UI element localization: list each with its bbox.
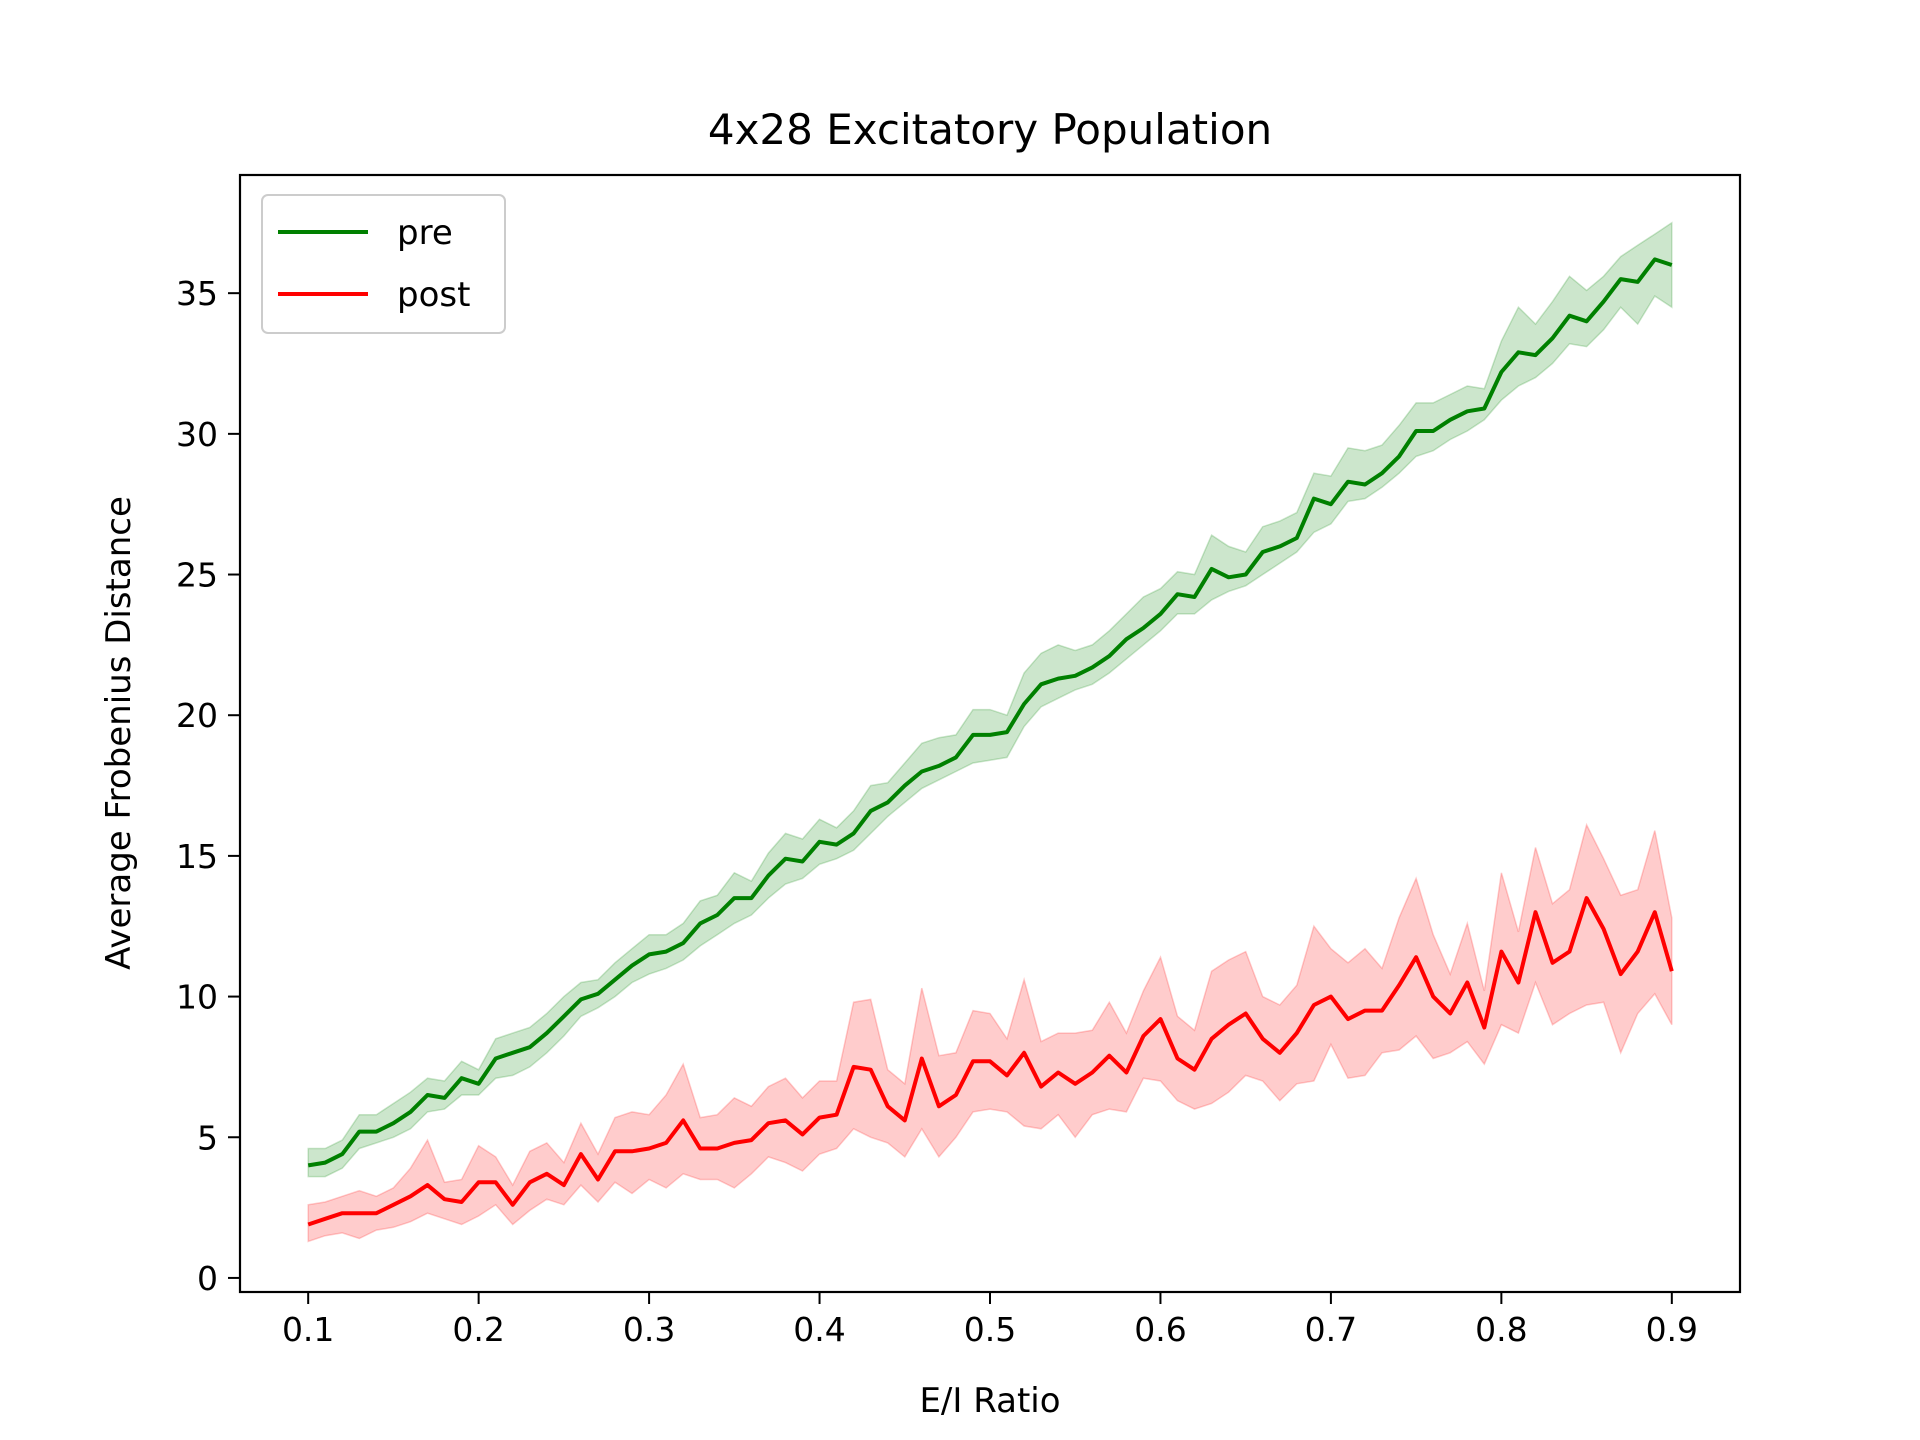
x-axis-label: E/I Ratio xyxy=(919,1381,1060,1421)
x-tick-label: 0.9 xyxy=(1646,1310,1698,1349)
legend-label-post: post xyxy=(397,275,470,315)
legend-label-pre: pre xyxy=(397,213,453,253)
y-tick-label: 25 xyxy=(176,556,218,595)
y-axis-ticks: 0 5 10 15 20 25 30 35 xyxy=(176,274,240,1298)
legend: pre post xyxy=(261,194,506,334)
y-tick-label: 30 xyxy=(176,415,218,454)
confidence-bands xyxy=(307,221,1673,1243)
x-tick-label: 0.2 xyxy=(452,1310,504,1349)
band-pre xyxy=(307,221,1673,1178)
chart-title: 4x28 Excitatory Population xyxy=(708,105,1272,154)
y-tick-label: 20 xyxy=(176,696,218,735)
series-line-pre xyxy=(307,257,1673,1168)
y-axis-label: Average Frobenius Distance xyxy=(99,496,139,970)
series-line-post xyxy=(307,896,1674,1227)
x-tick-label: 0.7 xyxy=(1305,1310,1357,1349)
x-tick-label: 0.1 xyxy=(282,1310,334,1349)
y-tick-label: 15 xyxy=(176,837,218,876)
band-post xyxy=(307,822,1673,1243)
y-tick-label: 35 xyxy=(176,274,218,313)
y-tick-label: 0 xyxy=(197,1259,218,1298)
legend-box xyxy=(261,194,506,334)
x-tick-label: 0.6 xyxy=(1134,1310,1186,1349)
x-tick-label: 0.5 xyxy=(964,1310,1016,1349)
y-tick-label: 10 xyxy=(176,978,218,1017)
x-tick-label: 0.8 xyxy=(1475,1310,1527,1349)
x-tick-label: 0.4 xyxy=(793,1310,845,1349)
series-lines xyxy=(307,257,1674,1227)
x-tick-label: 0.3 xyxy=(623,1310,675,1349)
y-tick-label: 5 xyxy=(197,1118,218,1157)
x-axis-ticks: 0.1 0.2 0.3 0.4 0.5 0.6 0.7 0.8 0.9 xyxy=(282,1292,1698,1349)
